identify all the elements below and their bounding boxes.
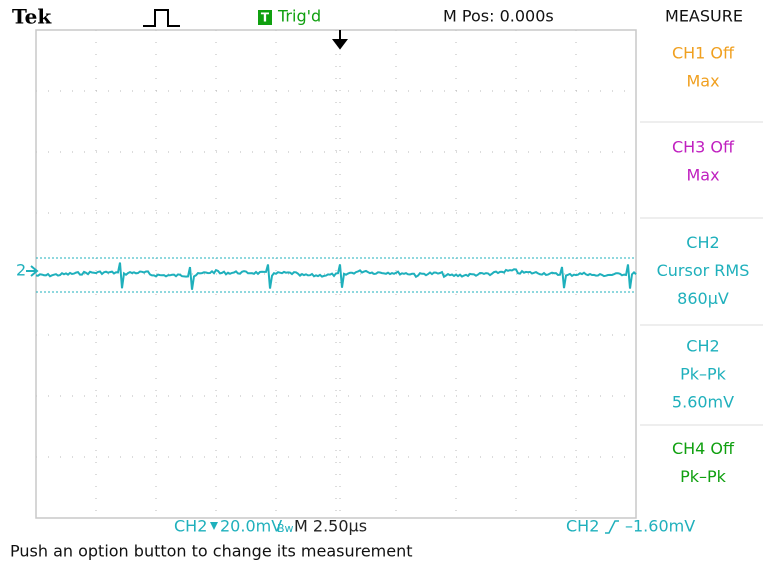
channel-marker: 2	[16, 261, 26, 280]
menu-line: CH2	[686, 337, 719, 356]
menu-line: CH3 Off	[672, 138, 735, 157]
menu-line: 5.60mV	[672, 393, 734, 412]
waveform	[35, 262, 637, 290]
bandwidth-limit: Bw	[277, 522, 294, 535]
status-message: Push an option button to change its meas…	[10, 542, 413, 561]
brand: Tek	[12, 5, 52, 29]
coupling-icon	[210, 522, 218, 530]
trigger-position-marker	[332, 30, 348, 50]
trigger-icon-box	[258, 10, 272, 25]
footer-channel: CH2	[174, 517, 207, 536]
horizontal-position: M Pos: 0.000s	[443, 7, 554, 26]
menu-line: CH2	[686, 233, 719, 252]
menu-line: Pk–Pk	[680, 467, 727, 486]
menu-line: Max	[686, 166, 719, 185]
timebase: M 2.50µs	[294, 517, 367, 536]
channel-arrow	[26, 265, 39, 277]
trigger-edge-icon	[143, 9, 180, 27]
menu-line: Pk–Pk	[680, 365, 727, 384]
trigger-slope	[605, 520, 619, 534]
menu-line: Max	[686, 72, 719, 91]
menu-line: 860µV	[677, 289, 729, 308]
menu-line: CH1 Off	[672, 44, 735, 63]
menu-line: Cursor RMS	[657, 261, 750, 280]
trigger-level: –1.60mV	[625, 517, 695, 536]
vertical-scale: 20.0mV	[220, 517, 282, 536]
trigger-icon: T	[261, 11, 270, 25]
menu-line: CH4 Off	[672, 439, 735, 458]
trigger-channel: CH2	[566, 517, 599, 536]
measure-menu: CH1 Off Max CH3 Off Max CH2 Cursor RMS 860µV CH…	[640, 44, 763, 486]
trigger-status: Trig'd	[277, 7, 321, 26]
menu-title: MEASURE	[665, 7, 743, 26]
